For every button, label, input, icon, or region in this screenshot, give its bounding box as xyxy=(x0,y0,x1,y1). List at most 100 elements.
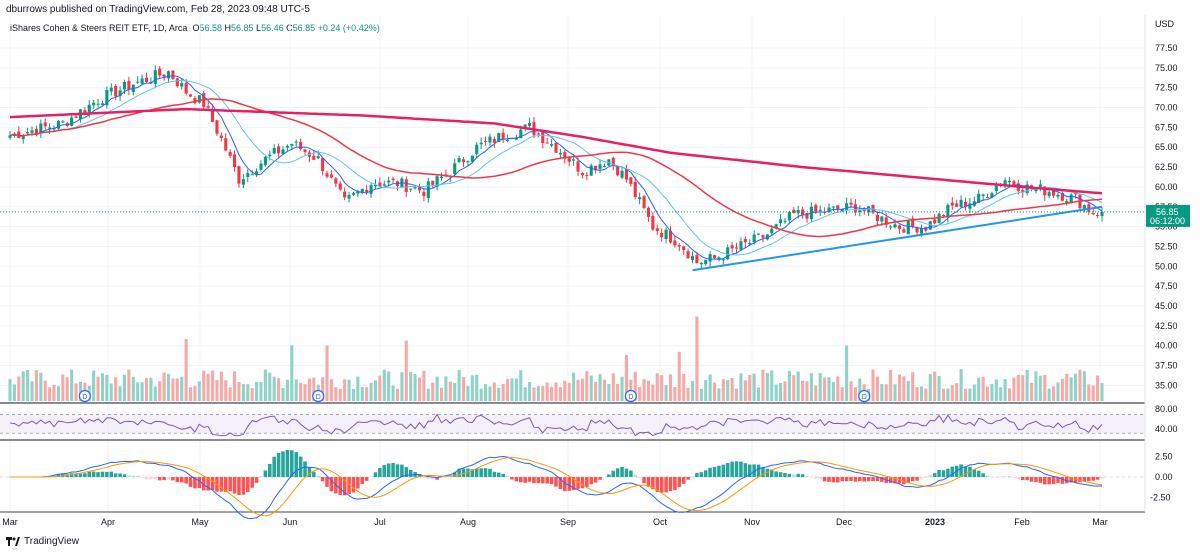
volume-bar xyxy=(1021,375,1025,401)
volume-bar xyxy=(796,371,800,401)
macd-histogram-bar xyxy=(668,477,673,492)
volume-bar xyxy=(651,384,655,401)
time-tick-label: May xyxy=(191,517,209,527)
candle-body xyxy=(818,209,822,211)
volume-bar xyxy=(70,369,74,401)
candle-body xyxy=(373,184,378,187)
volume-bar xyxy=(849,381,853,401)
symbol-legend: iShares Cohen & Steers REIT ETF, 1D, Arc… xyxy=(10,23,380,33)
volume-bar xyxy=(536,386,540,401)
macd-histogram-bar xyxy=(140,477,144,478)
macd-histogram-bar xyxy=(228,477,232,492)
volume-bar xyxy=(1016,374,1020,401)
macd-histogram-bar xyxy=(250,477,254,488)
volume-bar xyxy=(307,378,311,401)
candle-body xyxy=(1091,212,1095,215)
macd-histogram-bar xyxy=(792,474,796,477)
candle-body xyxy=(963,201,968,207)
candle-body xyxy=(624,169,629,180)
macd-histogram-bar xyxy=(906,477,911,483)
macd-histogram-bar xyxy=(919,477,924,479)
candle-body xyxy=(404,179,408,192)
candle-body xyxy=(695,255,699,264)
macd-histogram-bar xyxy=(664,477,668,493)
candle-body xyxy=(801,209,805,215)
macd-histogram-bar xyxy=(56,474,61,477)
macd-histogram-bar xyxy=(470,469,475,477)
volume-bar xyxy=(127,369,131,401)
macd-histogram-bar xyxy=(382,465,387,477)
candle-body xyxy=(184,83,188,94)
candle-body xyxy=(840,209,844,212)
macd-histogram-bar xyxy=(122,474,127,477)
candle-body xyxy=(1056,194,1060,197)
volume-bar xyxy=(858,378,862,401)
candle-body xyxy=(285,145,289,148)
candle-body xyxy=(686,251,690,259)
volume-bar xyxy=(122,374,127,401)
volume-bar xyxy=(840,387,844,401)
candle-body xyxy=(1065,200,1069,203)
volume-bar xyxy=(228,387,232,401)
trendline[interactable] xyxy=(0,205,1145,272)
volume-bar xyxy=(554,382,558,401)
macd-histogram-bar xyxy=(74,474,78,477)
close-value: 56.85 xyxy=(292,23,316,33)
macd-histogram-bar xyxy=(739,461,743,477)
volume-bar xyxy=(563,380,567,401)
volume-bar xyxy=(963,388,968,401)
candle-body xyxy=(378,182,382,187)
macd-histogram-bar xyxy=(686,477,690,480)
candle-body xyxy=(413,187,417,189)
volume-bar xyxy=(814,385,818,401)
volume-bar xyxy=(30,381,34,401)
candle-body xyxy=(197,95,201,103)
candle-body xyxy=(734,247,739,249)
candle-body xyxy=(554,142,558,153)
volume-bar xyxy=(668,374,673,401)
ma-long-line xyxy=(9,98,1103,238)
macd-histogram-bar xyxy=(827,477,831,482)
volume-bar xyxy=(598,374,602,401)
candle-body xyxy=(272,148,276,154)
macd-histogram-bar xyxy=(880,477,884,482)
candle-body xyxy=(699,262,703,265)
macd-histogram-bar xyxy=(624,468,629,477)
candle-body xyxy=(827,207,831,212)
time-axis[interactable]: Mar Apr May Jun Jul Aug Sep Oct Nov Dec 2023 Feb Mar xyxy=(2,517,1108,527)
volume-bar xyxy=(188,387,193,401)
volume-bar xyxy=(616,383,620,401)
candle-body xyxy=(959,199,963,207)
macd-histogram-bar xyxy=(743,463,748,477)
volume-bar xyxy=(285,379,289,401)
macd-histogram-bar xyxy=(466,468,470,477)
macd-histogram-bar xyxy=(941,470,946,477)
dividend-marker-label: D xyxy=(316,394,321,401)
macd-histogram-bar xyxy=(259,476,263,477)
macd-histogram-bar xyxy=(1095,477,1100,480)
price-axis[interactable]: USD 77.50 75.00 72.50 70.00 67.50 65.00 62.50 60… xyxy=(1146,19,1190,503)
macd-histogram-bar xyxy=(523,477,527,483)
volume-bar xyxy=(664,384,668,401)
volume-bar xyxy=(726,380,730,401)
candle-body xyxy=(884,217,888,225)
volume-bar xyxy=(277,378,281,401)
candle-body xyxy=(616,166,620,176)
candle-body xyxy=(664,229,668,240)
volume-bar xyxy=(56,386,60,401)
last-price-label: 56.85 xyxy=(1156,207,1179,217)
volume-bar xyxy=(290,345,294,401)
price-tick-label: 47.50 xyxy=(1155,281,1178,291)
volume-bar xyxy=(351,388,356,401)
volume-bar xyxy=(523,387,527,401)
candle-body xyxy=(717,257,721,260)
time-tick-label: Mar xyxy=(1092,517,1108,527)
volume-bar xyxy=(426,388,430,401)
candle-body xyxy=(853,204,857,213)
volume-bar xyxy=(136,382,140,401)
macd-histogram-bar xyxy=(1047,477,1051,485)
volume-bar xyxy=(1052,386,1056,401)
macd-histogram-bar xyxy=(659,477,664,493)
